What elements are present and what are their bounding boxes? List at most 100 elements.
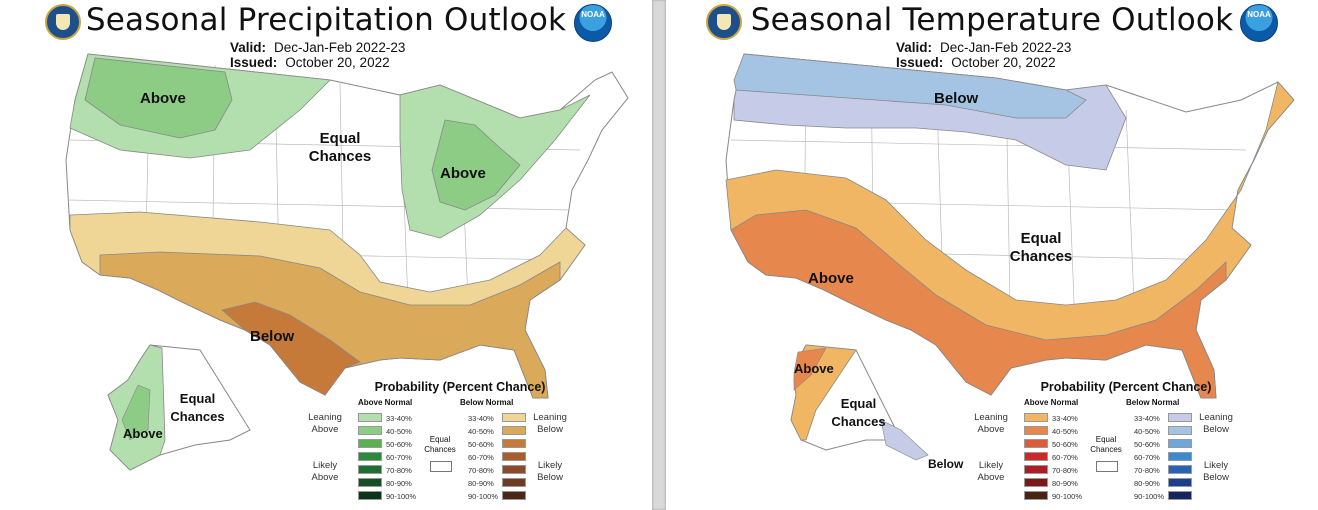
precip-label-below: Below <box>250 328 295 345</box>
legend-likely-above: Likely Above <box>311 460 339 483</box>
legend-range-below-33: 33-40% <box>468 414 494 423</box>
legend-range-below-40: 40-50% <box>468 427 494 436</box>
precip-above-gl-40 <box>431 119 521 211</box>
legend-swatch-above-40 <box>1024 426 1048 435</box>
legend-swatch-above-50 <box>1024 439 1048 448</box>
legend-range-above-90: 90-100% <box>386 492 417 501</box>
commerce-seal-icon <box>45 4 81 40</box>
legend-below-head: Below Normal <box>1126 398 1180 407</box>
legend-title: Probability (Percent Chance) <box>1040 380 1212 394</box>
legend-leaning-above: Leaning Above <box>974 412 1008 435</box>
precip-valid: Valid: Dec-Jan-Feb 2022-23 <box>230 40 405 55</box>
precip-valid-value: Dec-Jan-Feb 2022-23 <box>274 40 406 55</box>
legend-range-above-60: 60-70% <box>1052 453 1078 462</box>
precipitation-outlook-panel: NOAA Seasonal Precipitation Outlook Vali… <box>0 0 652 510</box>
legend-swatch-below-33 <box>1168 413 1192 422</box>
precip-label-above-gl: Above <box>440 165 486 182</box>
legend-swatch-above-60 <box>1024 452 1048 461</box>
legend-swatch-above-40 <box>358 426 382 435</box>
legend-equal-label: Equal Chances <box>1090 435 1122 454</box>
legend-swatch-above-90 <box>358 491 382 500</box>
legend-swatch-below-90 <box>502 491 526 500</box>
legend-swatch-above-80 <box>358 478 382 487</box>
legend-likely-above: Likely Above <box>977 460 1005 483</box>
legend-range-below-70: 70-80% <box>468 466 494 475</box>
legend-swatch-below-70 <box>502 465 526 474</box>
legend-range-above-60: 60-70% <box>386 453 412 462</box>
temp-alaska-above-40 <box>793 347 827 391</box>
legend-swatch-below-70 <box>1168 465 1192 474</box>
legend-swatch-below-50 <box>1168 439 1192 448</box>
precip-map <box>65 53 629 471</box>
legend-leaning-below: Leaning Below <box>533 412 567 435</box>
legend-range-below-70: 70-80% <box>1134 466 1160 475</box>
temp-label-below-n: Below <box>934 90 979 107</box>
legend-swatch-below-60 <box>1168 452 1192 461</box>
temp-label-above-sw: Above <box>808 270 854 287</box>
legend-range-above-33: 33-40% <box>1052 414 1078 423</box>
temp-label-alaska-below: Below <box>928 457 964 471</box>
legend-leaning-above: Leaning Above <box>308 412 342 435</box>
legend-range-below-33: 33-40% <box>1134 414 1160 423</box>
temperature-outlook-panel: NOAA Seasonal Temperature Outlook Valid:… <box>666 0 1318 510</box>
legend-above-head: Above Normal <box>358 398 413 407</box>
panel-divider <box>652 0 666 510</box>
legend-above-head: Above Normal <box>1024 398 1079 407</box>
legend-swatch-below-80 <box>1168 478 1192 487</box>
legend-range-above-70: 70-80% <box>386 466 412 475</box>
precip-label-above-nw: Above <box>140 90 186 107</box>
legend-range-below-80: 80-90% <box>1134 479 1160 488</box>
precip-title: Seasonal Precipitation Outlook <box>85 2 567 38</box>
temp-issued-label: Issued: <box>896 55 944 70</box>
legend-equal-swatch <box>430 461 452 472</box>
legend-range-below-90: 90-100% <box>1134 492 1165 501</box>
temp-issued: Issued: October 20, 2022 <box>896 55 1056 70</box>
legend-swatch-below-40 <box>502 426 526 435</box>
legend-swatch-above-50 <box>358 439 382 448</box>
noaa-logo-icon: NOAA <box>1240 4 1278 42</box>
legend-likely-below: Likely Below <box>1203 460 1229 483</box>
legend-range-below-40: 40-50% <box>1134 427 1160 436</box>
temp-alaska-below-33 <box>880 419 929 461</box>
legend-swatch-below-80 <box>502 478 526 487</box>
legend-range-below-60: 60-70% <box>1134 453 1160 462</box>
precip-above-nw-40 <box>84 57 233 139</box>
precip-label-alaska-above: Above <box>123 426 163 441</box>
temp-valid-label: Valid: <box>896 40 933 55</box>
legend-range-below-50: 50-60% <box>1134 440 1160 449</box>
legend-range-above-40: 40-50% <box>1052 427 1078 436</box>
legend-equal-label: Equal Chances <box>424 435 456 454</box>
legend-range-below-90: 90-100% <box>468 492 499 501</box>
precip-issued-value: October 20, 2022 <box>285 55 390 70</box>
legend-equal-swatch <box>1096 461 1118 472</box>
legend-range-above-80: 80-90% <box>1052 479 1078 488</box>
precip-issued: Issued: October 20, 2022 <box>230 55 390 70</box>
temp-valid-value: Dec-Jan-Feb 2022-23 <box>940 40 1072 55</box>
legend-swatch-below-60 <box>502 452 526 461</box>
legend-range-above-50: 50-60% <box>1052 440 1078 449</box>
legend-range-above-33: 33-40% <box>386 414 412 423</box>
legend-swatch-below-33 <box>502 413 526 422</box>
precip-below-50 <box>221 301 361 396</box>
precip-alaska-above-40 <box>121 384 151 441</box>
legend-range-above-70: 70-80% <box>1052 466 1078 475</box>
legend-swatch-above-33 <box>1024 413 1048 422</box>
legend-leaning-below: Leaning Below <box>1199 412 1233 435</box>
temp-title: Seasonal Temperature Outlook <box>750 2 1234 38</box>
temp-label-equal: Equal Chances <box>1009 230 1073 265</box>
precip-valid-label: Valid: <box>230 40 267 55</box>
precip-label-alaska-equal: Equal Chances <box>170 391 225 424</box>
precip-label-equal: Equal Chances <box>308 130 372 165</box>
precip-below-40 <box>99 251 561 399</box>
precip-issued-label: Issued: <box>230 55 278 70</box>
legend-swatch-above-33 <box>358 413 382 422</box>
legend-range-above-50: 50-60% <box>386 440 412 449</box>
legend-range-above-90: 90-100% <box>1052 492 1083 501</box>
legend-swatch-below-50 <box>502 439 526 448</box>
temp-legend: Probability (Percent Chance) Above Norma… <box>966 380 1233 508</box>
legend-below-head: Below Normal <box>460 398 514 407</box>
legend-swatch-above-80 <box>1024 478 1048 487</box>
legend-range-above-40: 40-50% <box>386 427 412 436</box>
legend-likely-below: Likely Below <box>537 460 563 483</box>
legend-swatch-below-90 <box>1168 491 1192 500</box>
